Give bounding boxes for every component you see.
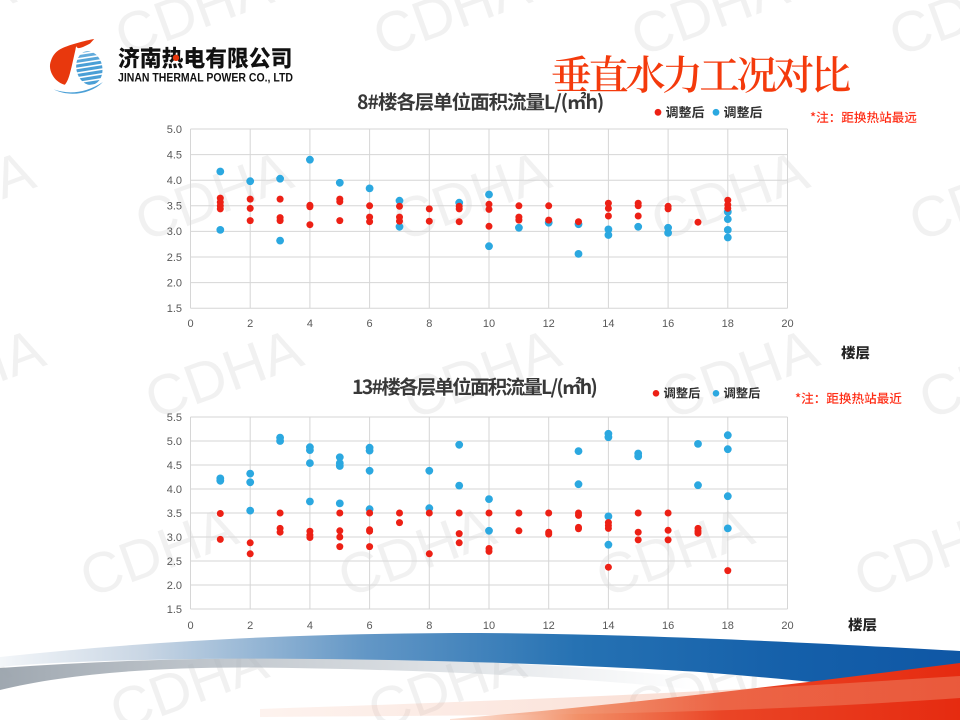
svg-text:12: 12 xyxy=(543,620,555,632)
svg-text:CDHA: CDHA xyxy=(395,317,569,432)
svg-text:4: 4 xyxy=(307,620,313,632)
svg-text:CDHA: CDHA xyxy=(330,495,504,610)
svg-text:10: 10 xyxy=(483,620,495,632)
svg-text:14: 14 xyxy=(602,620,614,632)
svg-text:2.0: 2.0 xyxy=(167,580,182,592)
svg-text:3.5: 3.5 xyxy=(167,508,182,520)
svg-text:5.5: 5.5 xyxy=(167,412,182,424)
svg-text:4.0: 4.0 xyxy=(167,175,182,187)
svg-text:JINAN THERMAL POWER CO., LTD: JINAN THERMAL POWER CO., LTD xyxy=(118,72,293,85)
svg-text:14: 14 xyxy=(602,318,614,330)
svg-text:CDHA: CDHA xyxy=(0,0,22,69)
svg-text:CDHA: CDHA xyxy=(653,317,827,432)
svg-text:4.5: 4.5 xyxy=(167,149,182,161)
svg-text:1.5: 1.5 xyxy=(167,303,182,315)
svg-text:18: 18 xyxy=(722,620,734,632)
svg-text:2.5: 2.5 xyxy=(167,252,182,264)
svg-text:16: 16 xyxy=(662,620,674,632)
svg-text:10: 10 xyxy=(483,318,495,330)
svg-text:4.0: 4.0 xyxy=(167,484,182,496)
svg-text:2.0: 2.0 xyxy=(167,277,182,289)
svg-text:2: 2 xyxy=(247,620,253,632)
svg-text:6: 6 xyxy=(367,620,373,632)
svg-text:0: 0 xyxy=(187,318,193,330)
svg-text:20: 20 xyxy=(781,620,793,632)
svg-text:CDHA: CDHA xyxy=(365,0,539,69)
svg-text:CDHA: CDHA xyxy=(0,139,42,254)
svg-text:8: 8 xyxy=(426,318,432,330)
svg-text:5.0: 5.0 xyxy=(167,124,182,136)
svg-text:18: 18 xyxy=(722,318,734,330)
svg-text:CDHA: CDHA xyxy=(588,495,762,610)
svg-text:4.5: 4.5 xyxy=(167,460,182,472)
svg-text:2.5: 2.5 xyxy=(167,556,182,568)
svg-text:0: 0 xyxy=(187,620,193,632)
svg-text:CDHA: CDHA xyxy=(881,0,960,69)
svg-text:CDHA: CDHA xyxy=(911,317,960,432)
svg-text:8: 8 xyxy=(426,620,432,632)
svg-text:5.0: 5.0 xyxy=(167,436,182,448)
svg-text:1.5: 1.5 xyxy=(167,604,182,616)
svg-text:3.0: 3.0 xyxy=(167,532,182,544)
svg-text:4: 4 xyxy=(307,318,313,330)
svg-text:CDHA: CDHA xyxy=(846,495,960,610)
svg-text:16: 16 xyxy=(662,318,674,330)
svg-text:3.0: 3.0 xyxy=(167,226,182,238)
svg-text:2: 2 xyxy=(247,318,253,330)
svg-text:CDHA: CDHA xyxy=(0,317,52,432)
svg-text:CDHA: CDHA xyxy=(901,139,960,254)
svg-text:CDHA: CDHA xyxy=(385,139,559,254)
svg-text:3.5: 3.5 xyxy=(167,201,182,213)
svg-text:20: 20 xyxy=(781,318,793,330)
svg-text:CDHA: CDHA xyxy=(127,139,301,254)
svg-text:6: 6 xyxy=(367,318,373,330)
svg-text:CDHA: CDHA xyxy=(137,317,311,432)
svg-text:12: 12 xyxy=(543,318,555,330)
